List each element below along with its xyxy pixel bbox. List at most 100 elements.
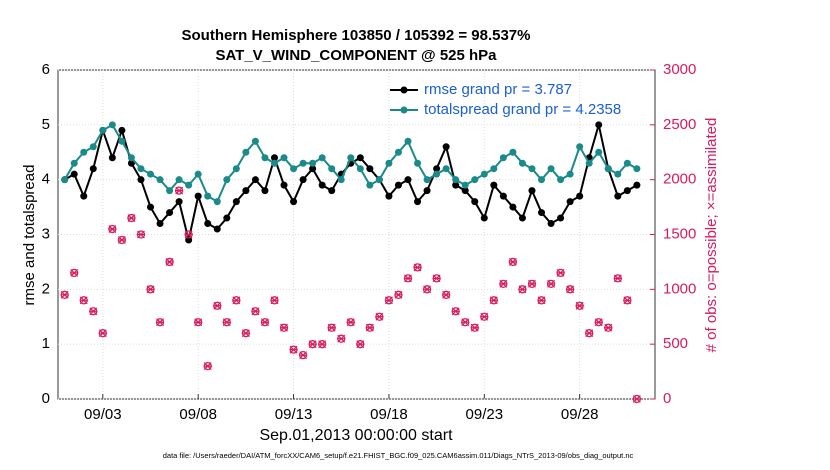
obs-cross	[632, 395, 641, 403]
series-marker	[204, 192, 212, 200]
series-marker	[566, 170, 574, 178]
obs-cross	[299, 351, 308, 360]
legend-marker	[400, 86, 408, 94]
obs-cross	[156, 318, 165, 327]
series-marker	[108, 121, 116, 129]
series-marker	[528, 165, 536, 173]
series-marker	[99, 126, 107, 134]
obs-marker	[308, 340, 317, 349]
y2-tick-label: 0	[663, 390, 671, 407]
series-marker	[509, 148, 517, 156]
obs-cross	[489, 296, 498, 305]
series-marker	[223, 176, 231, 184]
series-marker	[538, 176, 546, 184]
obs-cross	[194, 318, 203, 327]
obs-cross	[527, 279, 536, 288]
series-marker	[538, 209, 546, 217]
obs-cross	[403, 274, 412, 283]
series-marker	[423, 176, 431, 184]
obs-cross	[337, 334, 346, 343]
obs-cross	[423, 285, 432, 294]
series-marker	[375, 176, 383, 184]
obs-marker	[537, 296, 546, 305]
series-marker	[423, 187, 431, 195]
obs-marker	[480, 312, 489, 321]
obs-cross	[146, 285, 155, 294]
obs-marker	[594, 318, 603, 327]
series-marker	[518, 214, 526, 222]
obs-marker	[384, 296, 394, 305]
series-marker	[366, 165, 374, 173]
obs-marker	[279, 323, 289, 332]
series-marker	[270, 159, 278, 167]
obs-cross	[280, 323, 289, 332]
obs-cross	[508, 257, 517, 266]
obs-marker	[79, 296, 88, 305]
y2-tick-label: 3000	[663, 61, 696, 78]
footnote: data file: /Users/raeder/DAI/ATM_forcXX/…	[163, 451, 634, 460]
series-marker	[547, 220, 555, 228]
series-marker	[509, 203, 517, 211]
series-marker	[604, 165, 612, 173]
obs-marker	[241, 329, 251, 338]
series-marker	[299, 176, 307, 184]
obs-cross	[623, 296, 632, 305]
obs-cross	[251, 307, 260, 316]
series-marker	[137, 176, 145, 184]
obs-marker	[623, 296, 632, 305]
series-marker	[433, 165, 441, 173]
y-tick-label: 6	[42, 61, 50, 78]
obs-marker	[470, 323, 479, 332]
series-marker	[633, 165, 641, 173]
obs-cross	[165, 257, 174, 266]
obs-marker	[184, 230, 193, 239]
series-marker	[471, 176, 479, 184]
obs-cross	[127, 214, 136, 222]
series-marker	[385, 159, 393, 167]
y2-axis-label: # of obs: o=possible; ×=assimilated	[703, 118, 720, 353]
obs-marker	[375, 312, 384, 321]
obs-cross	[327, 323, 336, 332]
obs-cross	[518, 285, 527, 294]
series-marker	[576, 192, 584, 200]
obs-cross	[136, 230, 145, 239]
series-marker	[108, 154, 116, 162]
obs-marker	[318, 340, 327, 349]
series-marker	[61, 176, 69, 184]
obs-marker	[489, 296, 498, 305]
obs-marker	[337, 334, 346, 343]
series-marker	[404, 176, 412, 184]
obs-marker	[117, 235, 127, 245]
y2-tick-label: 1500	[663, 225, 696, 242]
series-marker	[223, 214, 231, 222]
series-marker	[127, 159, 135, 167]
obs-cross	[241, 329, 250, 338]
series-marker	[414, 198, 422, 206]
obs-cross	[470, 323, 479, 332]
obs-marker	[527, 279, 537, 289]
obs-marker	[575, 301, 584, 310]
series-marker	[290, 165, 298, 173]
obs-marker	[632, 394, 642, 404]
y-tick-label: 0	[42, 390, 50, 407]
obs-marker	[508, 257, 518, 267]
obs-cross	[184, 230, 193, 239]
obs-marker	[298, 350, 308, 360]
series-marker	[280, 181, 288, 189]
series-marker	[518, 159, 526, 167]
series-marker	[394, 181, 402, 189]
series-marker	[70, 170, 78, 178]
obs-cross	[394, 290, 403, 299]
obs-cross	[575, 301, 584, 310]
series-marker	[175, 198, 183, 206]
obs-marker	[89, 307, 98, 316]
obs-marker	[394, 290, 403, 299]
series-marker	[290, 198, 298, 206]
series-marker	[251, 176, 259, 184]
series-marker	[147, 203, 155, 211]
obs-marker	[451, 307, 460, 316]
series-marker	[213, 225, 221, 233]
series-marker	[385, 192, 393, 200]
obs-marker	[461, 318, 470, 327]
